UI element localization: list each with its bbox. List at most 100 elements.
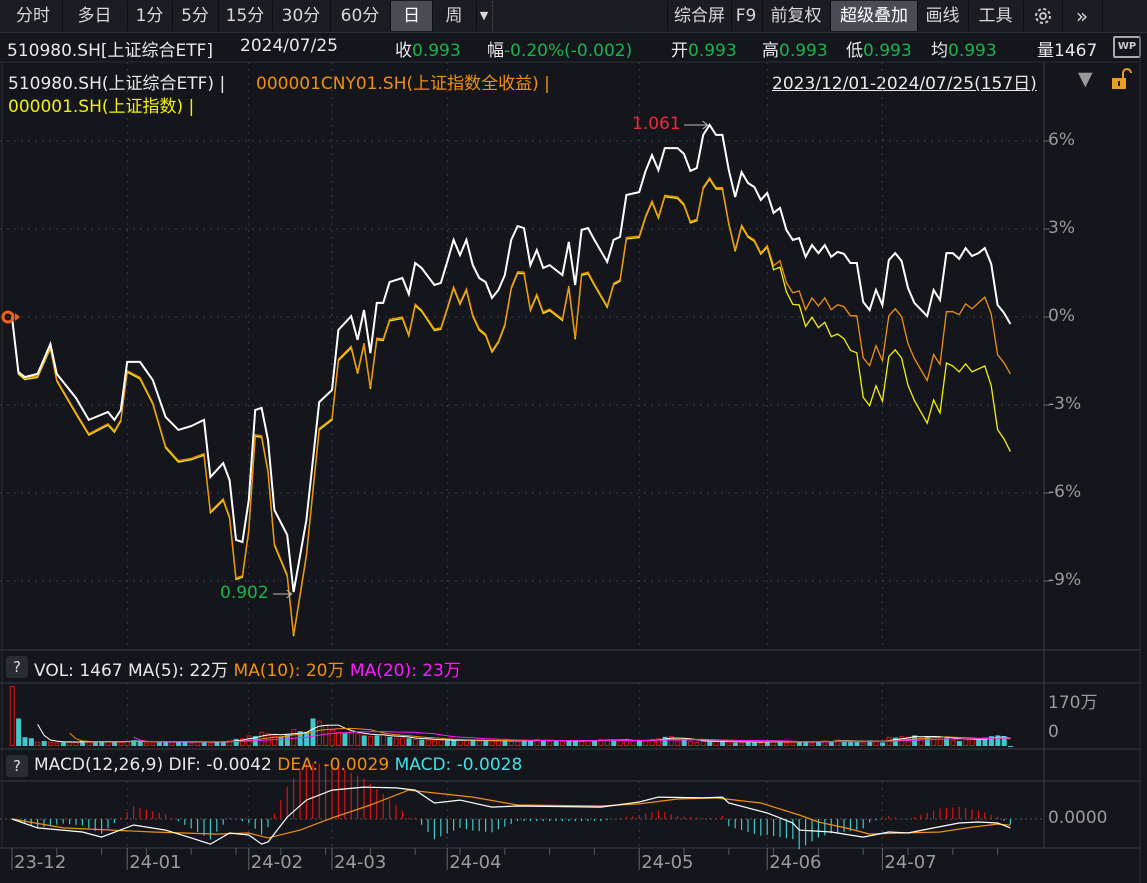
triangle-down-icon[interactable]: ▼ [1078,68,1093,90]
open-label: 开 [671,41,688,61]
start-marker-arrow-icon [15,313,20,321]
volume-bar-down [278,736,284,746]
macd-value: MACD: -0.0028 [394,755,523,775]
volume-bar-up [73,741,79,747]
volume-bars [9,686,1014,747]
period-tab-15min[interactable]: 15分 [218,1,273,31]
volume-bar-down [483,741,489,746]
low-field: 低0.993 [846,36,912,61]
legend-series-index[interactable]: 000001.SH(上证指数) | [8,97,195,117]
volume-bar-up [700,741,706,747]
period-tab-daily[interactable]: 日 [391,1,433,31]
super-overlay-button[interactable]: 超级叠加 [831,1,918,31]
period-tab-30min[interactable]: 30分 [272,1,331,31]
low-price-label: 0.902 [220,583,269,603]
volume-bar-down [182,741,188,746]
dropdown-caret-icon[interactable]: ▼ [476,1,493,31]
volume-bar-up [272,735,278,746]
volume-bar-up [368,736,374,747]
volume-bar-up [464,740,470,747]
avg-field: 均0.993 [931,36,997,61]
period-tab-multiday[interactable]: 多日 [62,1,128,31]
volume-bar-up [393,738,399,746]
legend-series-etf[interactable]: 510980.SH(上证综合ETF) | [8,74,226,94]
change-field: 幅-0.20%(-0.002) [487,36,632,61]
open-value: 0.993 [688,41,737,61]
volume-bar-up [240,738,246,746]
volume-bar-down [854,741,860,746]
forward-adjust-button[interactable]: 前复权 [762,1,831,31]
y-tick-label: 0% [1048,306,1075,326]
volume-bar-up [412,738,418,746]
legend-series-total-return[interactable]: 000001CNY01.SH(上证指数全收益) | [256,74,550,94]
start-marker-icon[interactable] [1,310,15,324]
date-range-selector[interactable]: 2023/12/01-2024/07/25(157日) [772,74,1037,94]
volume-bar-down [592,741,598,746]
volume-bar-up [784,742,790,746]
macd-help-button[interactable]: ? [6,755,28,777]
unlock-icon[interactable] [1110,68,1132,95]
volume-bar-down [796,741,802,746]
period-tab-5min[interactable]: 5分 [172,1,219,31]
f9-button[interactable]: F9 [730,1,763,31]
close-value: 0.993 [412,41,461,61]
period-tab-intraday[interactable]: 分时 [4,1,63,31]
volume-bar-down [220,741,226,746]
draw-line-button[interactable]: 画线 [917,1,969,31]
macd-dea-line [11,789,1011,839]
period-tab-1min[interactable]: 1分 [127,1,173,31]
volume-bar-up [656,738,662,746]
volume-bar-up [534,738,540,746]
period-tab-weekly[interactable]: 周 [432,1,477,31]
volume-bar-down [880,742,886,746]
series-line-0 [11,123,1012,593]
volume-bar-up [688,741,694,747]
volume-ma5-line [37,724,1011,743]
macd-header: MACD(12,26,9) DIF: -0.0042 DEA: -0.0029 … [34,755,522,775]
volume-bar-up [668,736,674,747]
volume-bar-up [937,738,943,746]
volume-bar-down [924,736,930,746]
volume-bar-down [803,741,809,746]
volume-bar-up [963,738,969,746]
volume-bar-up [860,742,866,746]
gear-icon[interactable] [1023,1,1063,31]
volume-bar-up [355,733,361,747]
volume-bar-up [694,741,700,747]
series-line-1 [11,176,1011,635]
wp-icon-text: WP [1117,41,1137,52]
y-tick-label: -9% [1048,569,1082,590]
volume-bar-up [835,739,841,746]
volume-bar-down [342,733,348,746]
y-tick-label: 3% [1048,218,1075,238]
volume-bar-down [982,737,988,746]
avg-value: 0.993 [948,41,997,61]
x-tick-label: 24-04 [449,852,502,873]
volume-bar-up [227,740,233,747]
volume-bar-up [54,742,60,746]
double-chevron-right-icon[interactable]: » [1062,1,1103,31]
vol-help-button[interactable]: ? [6,656,28,678]
volume-bar-down [444,740,450,746]
volume-bar-down [841,741,847,746]
macd-name: MACD(12,26,9) [34,755,164,775]
volume-bar-down [284,734,290,746]
volume-bar-up [598,738,604,746]
volume-bar-up [195,741,201,747]
volume-bar-down [233,738,239,746]
volume-bar-up [950,740,956,747]
volume-bar-down [92,742,98,746]
quote-symbol: 510980.SH[上证综合ETF] [7,41,214,61]
volume-bar-down [995,735,1001,746]
y-tick-label: -6% [1048,481,1082,502]
volume-bar-down [956,741,962,746]
composite-screen-button[interactable]: 综合屏 [667,1,732,31]
volume-bar-up [809,742,815,746]
volume-bar-down [163,742,169,746]
period-tab-60min[interactable]: 60分 [330,1,391,31]
vol-ma10: MA(10): 20万 [233,661,345,681]
volume-bar-up [336,731,342,746]
close-field: 收0.993 [395,36,461,61]
tools-button[interactable]: 工具 [968,1,1024,31]
low-label: 低 [846,41,863,61]
